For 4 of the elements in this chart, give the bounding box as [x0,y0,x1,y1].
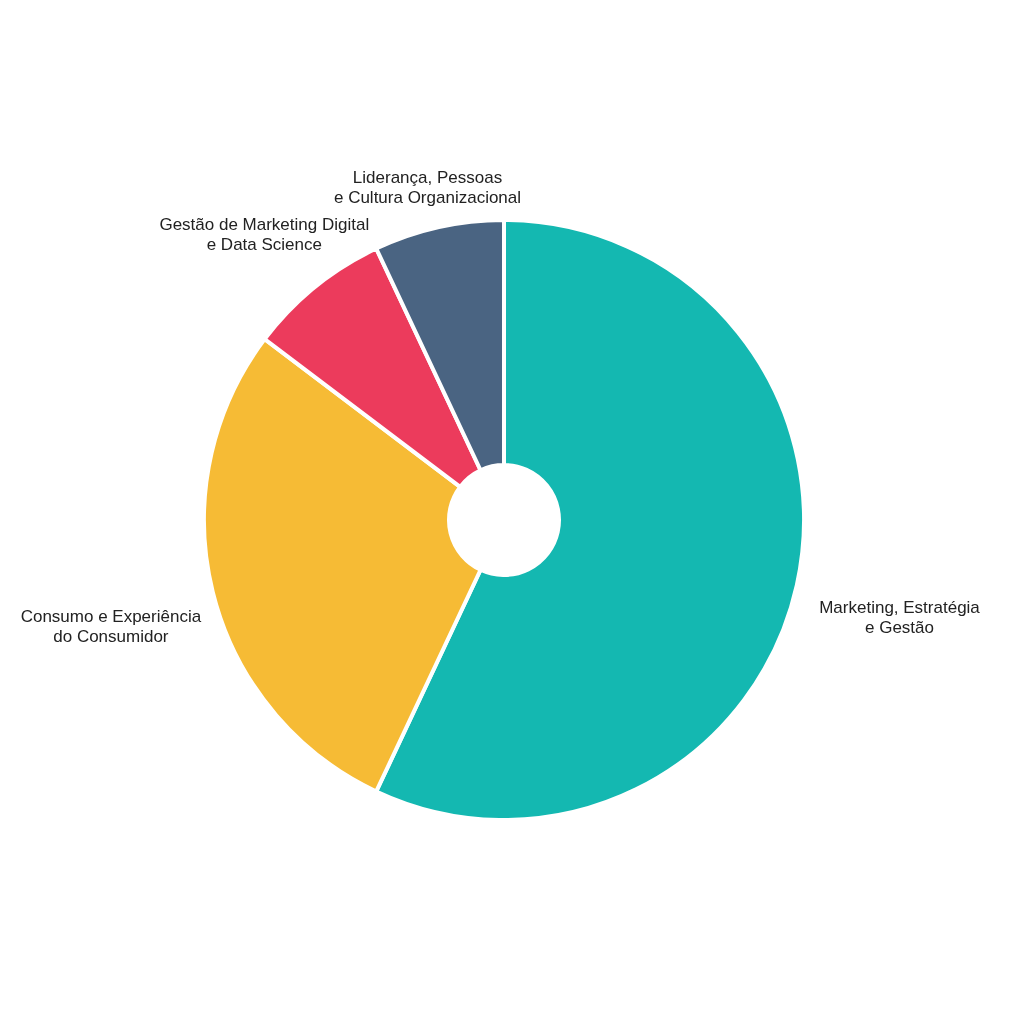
slice-label: Liderança, Pessoas e Cultura Organizacional [333,167,522,207]
slice-label: Gestão de Marketing Digital e Data Science [159,214,370,254]
slice-label: Marketing, Estratégia e Gestão [819,598,981,638]
slice-label: Consumo e Experiência do Consumidor [20,606,202,646]
